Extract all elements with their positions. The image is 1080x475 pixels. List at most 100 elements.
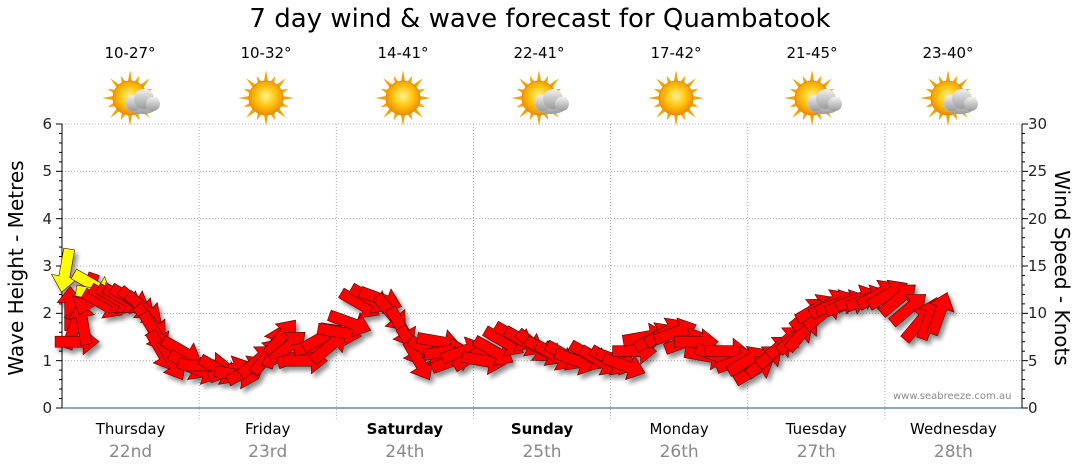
sun-ray [383, 78, 393, 88]
day-date: 26th [659, 442, 699, 462]
right-tick-label: 5 [1028, 351, 1038, 370]
sun-ray [270, 75, 276, 84]
sun-ray [809, 114, 815, 126]
sun-ray [417, 102, 426, 108]
cloud-shape [808, 89, 842, 114]
right-tick-label: 15 [1028, 257, 1048, 275]
day-date: 27th [796, 442, 836, 462]
sun-ray [380, 88, 389, 94]
sun-ray [673, 114, 679, 126]
sun-ray [263, 114, 269, 126]
day-temperature: 14-41° [377, 44, 429, 62]
sun-ray [102, 95, 114, 101]
cloud-shape [126, 89, 160, 114]
wind-arrow [926, 292, 955, 337]
day-date: 28th [933, 442, 973, 462]
cloud-part [555, 97, 569, 111]
sun-ray [928, 78, 938, 88]
sun-ray [692, 95, 704, 101]
wind-arrows [50, 247, 955, 390]
right-tick-label: 20 [1028, 209, 1048, 228]
sun-ray [816, 112, 822, 121]
right-tick-label: 30 [1028, 115, 1048, 133]
sun-disc [248, 80, 284, 116]
sun-ray [375, 95, 387, 101]
sun-ray [120, 75, 126, 84]
sun-ray [519, 78, 529, 88]
sunny-icon [238, 70, 294, 126]
sun-ray [127, 114, 133, 126]
cloud-part [828, 97, 842, 111]
sun-ray [686, 108, 696, 118]
day-name: Sunday [510, 420, 574, 438]
sun-ray [516, 102, 525, 108]
sun-ray [686, 78, 696, 88]
sun-ray [792, 108, 802, 118]
sun-ray [536, 114, 542, 126]
sun-ray [536, 70, 542, 82]
partly-cloudy-icon [511, 70, 569, 126]
sun-ray [393, 112, 399, 121]
day-name: Monday [649, 420, 709, 438]
sun-ray [543, 75, 549, 84]
cloud-shape [944, 89, 978, 114]
sun-ray [925, 88, 934, 94]
sun-ray [243, 88, 252, 94]
cloud-part [964, 97, 978, 111]
sun-ray [802, 112, 808, 121]
day-name: Tuesday [785, 420, 847, 438]
sun-ray [945, 70, 951, 82]
left-tick-label: 2 [42, 304, 52, 323]
sun-ray [952, 75, 958, 84]
day-date: 22nd [108, 442, 153, 462]
sun-ray [380, 102, 389, 108]
sun-ray [516, 88, 525, 94]
sun-ray [407, 75, 413, 84]
sun-ray [400, 114, 406, 126]
sun-ray [690, 102, 699, 108]
sun-ray [413, 108, 423, 118]
day-name: Thursday [95, 420, 166, 438]
sun-ray [140, 78, 150, 88]
sun-ray [802, 75, 808, 84]
sun-ray [656, 108, 666, 118]
sun-ray [246, 108, 256, 118]
partly-cloudy-icon [784, 70, 842, 126]
partly-cloudy-icon [102, 70, 160, 126]
cloud-shape [535, 89, 569, 114]
sun-ray [413, 78, 423, 88]
sun-ray [680, 75, 686, 84]
sun-ray [120, 112, 126, 121]
sunny-icon [648, 70, 704, 126]
left-tick-label: 4 [42, 209, 52, 228]
left-tick-label: 5 [42, 162, 52, 181]
sun-ray [784, 95, 796, 101]
sun-ray [690, 88, 699, 94]
sun-ray [511, 95, 523, 101]
right-axis-label: Wind Speed - Knots [1050, 170, 1074, 366]
sun-ray [792, 78, 802, 88]
sun-ray [127, 70, 133, 82]
sun-ray [280, 102, 289, 108]
sun-ray [110, 78, 120, 88]
day-name: Saturday [366, 420, 444, 438]
sun-ray [529, 112, 535, 121]
day-name: Wednesday [910, 420, 997, 438]
sun-ray [666, 112, 672, 121]
sun-ray [653, 88, 662, 94]
day-name: Friday [244, 420, 291, 438]
sun-ray [648, 95, 660, 101]
sun-ray [920, 95, 932, 101]
sun-ray [134, 75, 140, 84]
sun-ray [822, 78, 832, 88]
sun-ray [134, 112, 140, 121]
weather-icons [102, 70, 978, 126]
sun-ray [276, 108, 286, 118]
left-tick-label: 6 [42, 115, 52, 133]
day-date: 24th [385, 442, 425, 462]
sun-ray [958, 78, 968, 88]
sunny-icon [375, 70, 431, 126]
right-tick-label: 10 [1028, 304, 1048, 323]
sun-ray [256, 112, 262, 121]
